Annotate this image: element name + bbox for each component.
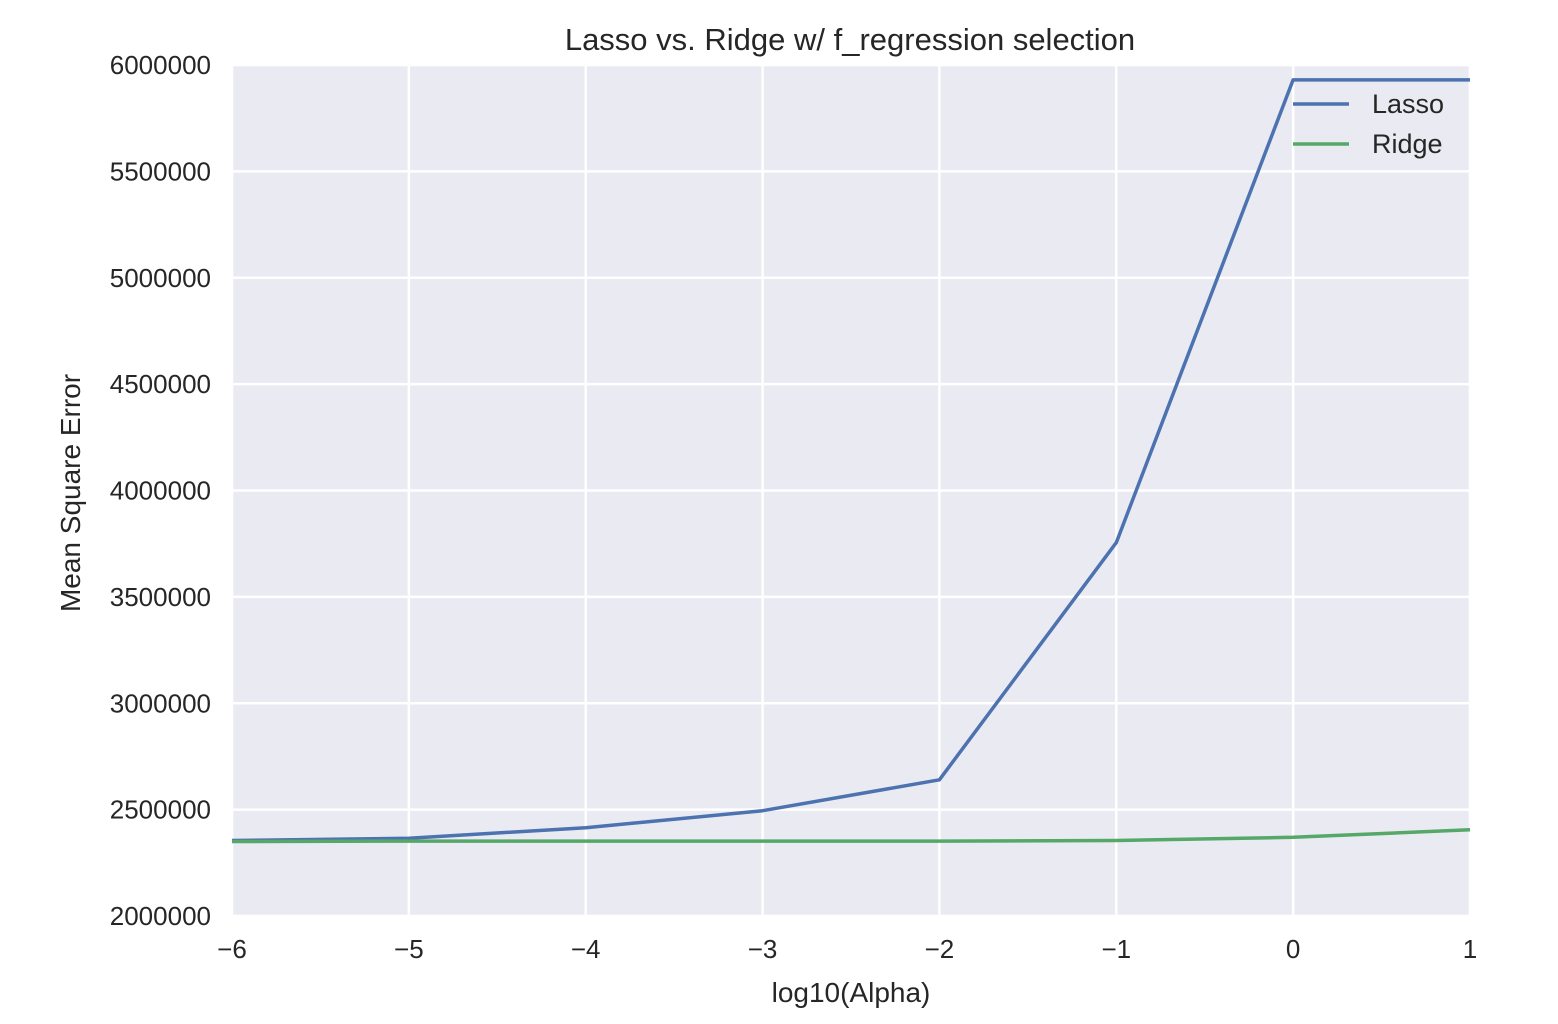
y-tick-label: 5000000	[110, 263, 211, 293]
series-line-ridge	[231, 828, 1471, 844]
y-tick-label: 4500000	[110, 369, 211, 399]
y-axis-title: Mean Square Error	[55, 374, 86, 612]
y-tick-label: 4000000	[110, 476, 211, 506]
series-line-lasso	[231, 78, 1470, 843]
chart-title: Lasso vs. Ridge w/ f_regression selectio…	[565, 22, 1135, 57]
y-tick-label: 3500000	[110, 582, 211, 612]
legend: Lasso Ridge	[1293, 89, 1444, 159]
x-tick-label: −2	[925, 934, 955, 964]
x-tick-label: 0	[1286, 934, 1300, 964]
x-tick-label: −6	[217, 934, 247, 964]
x-tick-label: −3	[748, 934, 778, 964]
legend-label-ridge: Ridge	[1372, 129, 1443, 159]
grid	[230, 63, 1472, 918]
x-tick-label: −5	[394, 934, 424, 964]
legend-label-lasso: Lasso	[1372, 89, 1444, 119]
y-tick-label: 2500000	[110, 795, 211, 825]
y-tick-label: 5500000	[110, 156, 211, 186]
x-tick-label: −1	[1101, 934, 1131, 964]
x-tick-label: −4	[571, 934, 601, 964]
x-axis-ticks: −6 −5 −4 −3 −2 −1 0 1	[217, 934, 1477, 964]
x-axis-title: log10(Alpha)	[772, 977, 931, 1008]
y-tick-label: 3000000	[110, 688, 211, 718]
series-layer	[231, 78, 1471, 844]
y-axis-ticks: 2000000 2500000 3000000 3500000 4000000 45000…	[110, 50, 211, 931]
y-tick-label: 2000000	[110, 901, 211, 931]
x-tick-label: 1	[1463, 934, 1477, 964]
y-tick-label: 6000000	[110, 50, 211, 80]
